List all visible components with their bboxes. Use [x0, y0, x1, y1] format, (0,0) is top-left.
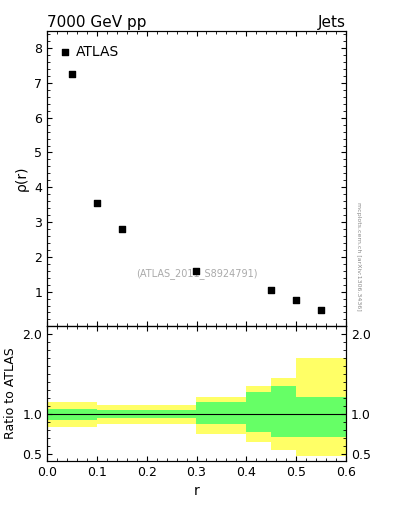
Y-axis label: ρ(r): ρ(r): [15, 166, 29, 191]
Bar: [47, 409, 97, 420]
Text: mcplots.cern.ch [arXiv:1306.3436]: mcplots.cern.ch [arXiv:1306.3436]: [356, 202, 361, 310]
Point: [318, 306, 324, 314]
Point: [293, 296, 299, 305]
Y-axis label: Ratio to ATLAS: Ratio to ATLAS: [4, 348, 17, 439]
Point: [94, 199, 100, 207]
Point: [69, 70, 75, 78]
Bar: [196, 397, 246, 434]
Text: 7000 GeV pp: 7000 GeV pp: [47, 14, 147, 30]
Bar: [196, 401, 246, 424]
X-axis label: r: r: [194, 484, 199, 498]
Bar: [296, 358, 346, 456]
Bar: [271, 378, 296, 451]
Text: (ATLAS_2011_S8924791): (ATLAS_2011_S8924791): [136, 268, 257, 279]
Legend: ATLAS: ATLAS: [54, 38, 127, 66]
Bar: [296, 397, 346, 437]
Point: [268, 286, 274, 294]
Text: Jets: Jets: [318, 14, 346, 30]
Point: [119, 225, 125, 233]
Bar: [271, 387, 296, 437]
Point: [193, 267, 200, 275]
Bar: [47, 401, 97, 427]
Bar: [97, 405, 196, 424]
Bar: [246, 387, 271, 442]
Bar: [97, 411, 196, 418]
Bar: [246, 392, 271, 432]
